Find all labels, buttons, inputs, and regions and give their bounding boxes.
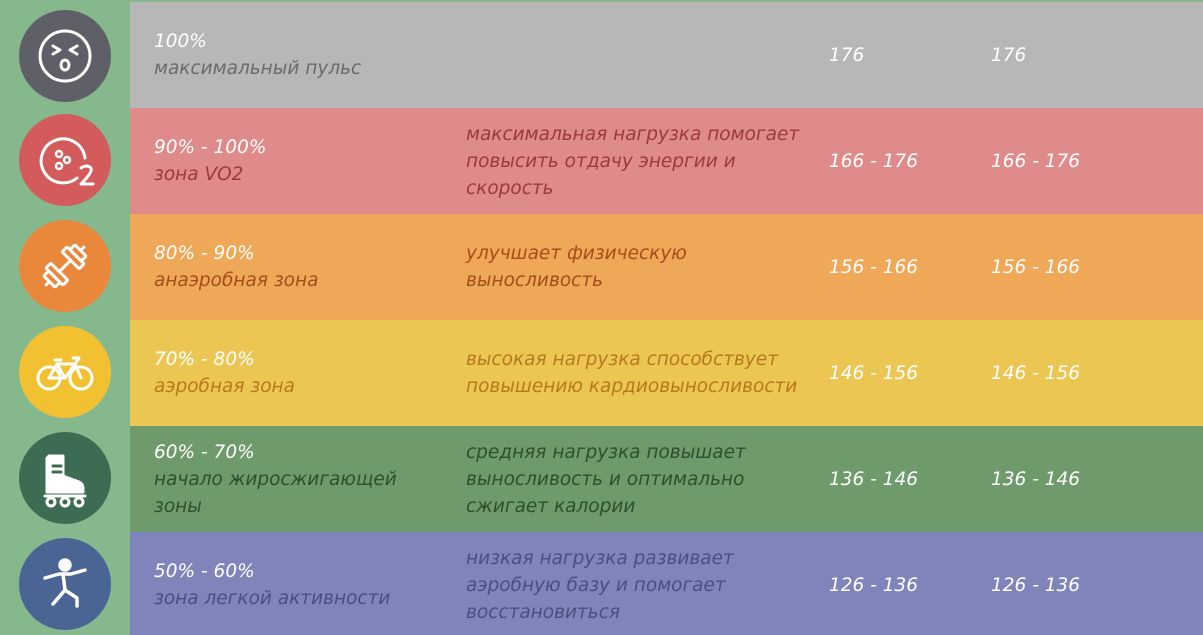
heart-rate-value-1: 156 - 166 bbox=[829, 256, 919, 278]
zone-description: улучшает физическую выносливость bbox=[466, 243, 687, 291]
heart-rate-value-2: 176 bbox=[991, 44, 1027, 66]
heart-rate-value-2: 166 - 176 bbox=[991, 150, 1081, 172]
heart-rate-value-1: 136 - 146 bbox=[829, 468, 919, 490]
zone-label: 100% максимальный пульс bbox=[154, 2, 444, 108]
zone-label: 80% - 90% анаэробная зона bbox=[154, 214, 444, 320]
icon-circle-light bbox=[19, 538, 111, 630]
zone-label: 70% - 80% аэробная зона bbox=[154, 320, 444, 426]
zone-label: 60% - 70% начало жиросжигающей зоны bbox=[154, 426, 444, 532]
zone-name: зона VO2 bbox=[154, 164, 244, 185]
heart-rate-value-1: 176 bbox=[829, 44, 865, 66]
zone-percent: 100% bbox=[154, 31, 207, 52]
zone-percent: 90% - 100% bbox=[154, 137, 267, 158]
zone-row: 100% максимальный пульс 176 176 bbox=[130, 2, 1203, 108]
heart-rate-value-2: 146 - 156 bbox=[991, 362, 1081, 384]
heart-rate-value-1: 126 - 136 bbox=[829, 574, 919, 596]
zone-description: низкая нагрузка развивает аэробную базу … bbox=[466, 547, 734, 623]
icon-circle-aerobic bbox=[19, 326, 111, 418]
dizzy-face-icon bbox=[38, 29, 92, 83]
roller-skate-icon bbox=[43, 454, 87, 508]
zone-name: анаэробная зона bbox=[154, 270, 319, 291]
zone-description bbox=[466, 2, 816, 108]
heart-rate-value-2: 156 - 166 bbox=[991, 256, 1081, 278]
zone-label: 90% - 100% зона VO2 bbox=[154, 108, 444, 214]
stretching-person-icon bbox=[43, 558, 87, 608]
zone-percent: 80% - 90% bbox=[154, 243, 255, 264]
zone-name: зона легкой активности bbox=[154, 588, 391, 609]
zone-name: максимальный пульс bbox=[154, 58, 362, 79]
icon-circle-max bbox=[19, 10, 111, 102]
icon-circle-anaerobic bbox=[19, 220, 111, 312]
icon-circle-fatburn bbox=[19, 432, 111, 524]
heart-rate-value-1: 166 - 176 bbox=[829, 150, 919, 172]
zone-percent: 60% - 70% bbox=[154, 441, 255, 463]
heart-rate-zones-table: 100% максимальный пульс 176 176 90% - 100% зо… bbox=[130, 0, 1203, 635]
zone-name: аэробная зона bbox=[154, 376, 295, 397]
icon-sidebar bbox=[0, 0, 130, 635]
bicycle-icon bbox=[36, 356, 94, 391]
heart-rate-value-2: 136 - 146 bbox=[991, 468, 1081, 490]
heart-rate-value-1: 146 - 156 bbox=[829, 362, 919, 384]
zone-row: 50% - 60% зона легкой активности низкая на… bbox=[130, 532, 1203, 635]
zone-row: 80% - 90% анаэробная зона улучшает физичес… bbox=[130, 214, 1203, 320]
zone-description: максимальная нагрузка помогает повысить … bbox=[466, 123, 800, 199]
zone-description: средняя нагрузка повышает выносливость и… bbox=[466, 441, 746, 517]
dumbbell-icon bbox=[42, 243, 88, 289]
oxygen-o2-icon bbox=[39, 137, 95, 186]
zone-description: высокая нагрузка способствует повышению … bbox=[466, 349, 798, 397]
zone-row: 60% - 70% начало жиросжигающей зоны средня… bbox=[130, 426, 1203, 532]
zone-percent: 50% - 60% bbox=[154, 561, 255, 582]
icon-circle-vo2 bbox=[19, 114, 111, 206]
heart-rate-value-2: 126 - 136 bbox=[991, 574, 1081, 596]
zone-row: 70% - 80% аэробная зона высокая нагрузка с… bbox=[130, 320, 1203, 426]
zone-percent: 70% - 80% bbox=[154, 349, 255, 370]
zone-name: начало жиросжигающей зоны bbox=[154, 468, 397, 517]
zone-label: 50% - 60% зона легкой активности bbox=[154, 532, 444, 635]
zone-row: 90% - 100% зона VO2 максимальная нагрузка … bbox=[130, 108, 1203, 214]
